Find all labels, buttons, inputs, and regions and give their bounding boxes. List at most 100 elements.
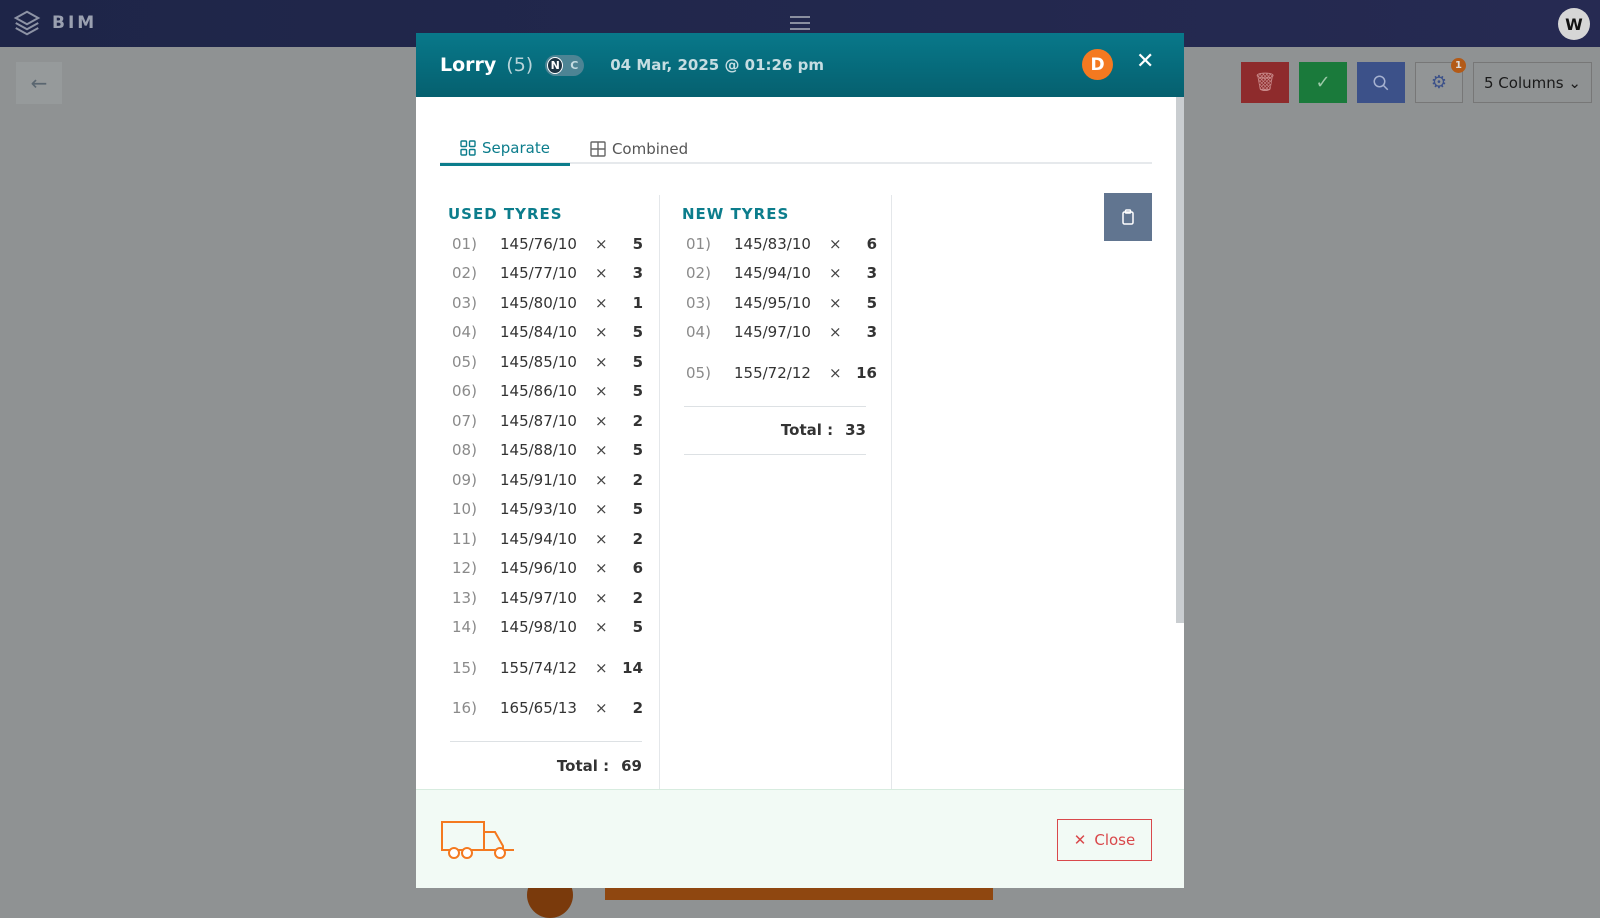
tab-label: Separate — [482, 139, 550, 157]
multiply-icon: × — [829, 363, 842, 382]
section-heading: NEW TYRES — [682, 205, 790, 223]
multiply-icon: × — [595, 352, 608, 371]
multiply-icon: × — [595, 264, 608, 283]
close-button[interactable]: ✕ Close — [1057, 819, 1152, 861]
columns-label: 5 Columns — [1484, 73, 1564, 92]
tyre-qty: 14 — [622, 658, 643, 677]
modal-header: Lorry (5) N C 04 Mar, 2025 @ 01:26 pm D … — [416, 33, 1184, 97]
x-icon: ✕ — [1073, 831, 1087, 849]
tyre-size: 145/86/10 — [500, 382, 577, 401]
back-button[interactable]: ← — [16, 62, 62, 104]
tyre-row: 05) 145/85/10 × 5 — [448, 347, 659, 377]
multiply-icon: × — [595, 293, 608, 312]
tyre-qty: 5 — [632, 323, 643, 342]
tyre-row: 03) 145/80/10 × 1 — [448, 288, 659, 318]
tyre-size: 145/87/10 — [500, 411, 577, 430]
tab-label: Combined — [611, 139, 689, 158]
tyre-row: 11) 145/94/10 × 2 — [448, 524, 659, 554]
total-value: 33 — [845, 421, 866, 439]
tyre-size: 165/65/13 — [500, 699, 577, 718]
logo[interactable]: BIM — [12, 8, 97, 38]
tyre-qty: 5 — [632, 234, 643, 253]
tyre-row: 10) 145/93/10 × 5 — [448, 495, 659, 525]
tyre-qty: 5 — [632, 618, 643, 637]
toggle-c: C — [570, 58, 579, 72]
multiply-icon: × — [595, 699, 608, 718]
tyre-size: 145/93/10 — [500, 500, 577, 519]
tyre-row: 01) 145/83/10 × 6 — [660, 229, 891, 259]
tyre-row: 15) 155/74/12 × 14 — [448, 653, 659, 683]
row-number: 13) — [452, 588, 477, 607]
chevron-down-icon: ⌄ — [1568, 73, 1581, 92]
tyre-qty: 16 — [856, 363, 877, 382]
modal-title: Lorry — [440, 54, 497, 76]
multiply-icon: × — [595, 234, 608, 253]
row-number: 05) — [452, 352, 477, 371]
row-number: 02) — [452, 264, 477, 283]
row-number: 03) — [686, 293, 711, 312]
row-number: 09) — [452, 470, 477, 489]
close-label: Close — [1094, 831, 1136, 849]
user-avatar[interactable]: W — [1558, 8, 1590, 40]
tyre-row: 13) 145/97/10 × 2 — [448, 583, 659, 613]
delete-button[interactable]: 🗑 — [1241, 62, 1289, 103]
tyre-size: 145/97/10 — [734, 323, 811, 342]
tyre-qty: 2 — [632, 411, 643, 430]
tyre-size: 145/94/10 — [500, 529, 577, 548]
logo-text: BIM — [52, 13, 98, 33]
nc-toggle[interactable]: N C — [545, 54, 585, 76]
tyre-row: 02) 145/77/10 × 3 — [448, 259, 659, 289]
grid-icon — [460, 140, 476, 156]
row-number: 10) — [452, 500, 477, 519]
tyre-size: 155/72/12 — [734, 363, 811, 382]
tyre-row: 09) 145/91/10 × 2 — [448, 465, 659, 495]
modal-date: 04 Mar, 2025 @ 01:26 pm — [610, 56, 825, 74]
tyre-row: 05) 155/72/12 × 16 — [660, 358, 891, 388]
tyre-qty: 5 — [632, 441, 643, 460]
gear-icon: ⚙ — [1430, 72, 1448, 93]
multiply-icon: × — [829, 293, 842, 312]
tyre-size: 145/94/10 — [734, 264, 811, 283]
row-number: 04) — [686, 323, 711, 342]
tyre-qty: 5 — [866, 293, 877, 312]
columns-select[interactable]: 5 Columns ⌄ — [1473, 62, 1592, 103]
close-icon[interactable]: ✕ — [1136, 49, 1155, 74]
copy-button[interactable] — [1104, 193, 1152, 241]
tyre-size: 145/95/10 — [734, 293, 811, 312]
tyre-row: 03) 145/95/10 × 5 — [660, 288, 891, 318]
row-number: 01) — [686, 234, 711, 253]
view-tabs: Separate Combined — [440, 133, 1152, 166]
tyre-qty: 2 — [632, 529, 643, 548]
tyre-size: 145/96/10 — [500, 559, 577, 578]
tab-separate[interactable]: Separate — [440, 133, 570, 166]
arrow-left-icon: ← — [30, 71, 48, 95]
tyre-row: 08) 145/88/10 × 5 — [448, 436, 659, 466]
multiply-icon: × — [595, 323, 608, 342]
row-number: 06) — [452, 382, 477, 401]
tyre-qty: 2 — [632, 470, 643, 489]
tyre-qty: 1 — [632, 293, 643, 312]
tyre-size: 145/83/10 — [734, 234, 811, 253]
multiply-icon: × — [595, 559, 608, 578]
hamburger-menu-icon[interactable] — [790, 16, 810, 34]
tyre-size: 145/98/10 — [500, 618, 577, 637]
settings-badge: 1 — [1451, 58, 1466, 73]
tyre-row: 14) 145/98/10 × 5 — [448, 613, 659, 643]
multiply-icon: × — [595, 441, 608, 460]
row-number: 11) — [452, 529, 477, 548]
scrollbar[interactable] — [1176, 97, 1184, 623]
search-button[interactable] — [1357, 62, 1405, 103]
new-total: Total : 33 — [684, 405, 866, 455]
confirm-button[interactable]: ✓ — [1299, 62, 1347, 103]
multiply-icon: × — [595, 470, 608, 489]
section-heading: USED TYRES — [448, 205, 563, 223]
tyre-qty: 3 — [866, 264, 877, 283]
tab-combined[interactable]: Combined — [570, 133, 708, 164]
multiply-icon: × — [829, 264, 842, 283]
table-icon — [590, 140, 606, 157]
total-value: 69 — [621, 756, 642, 775]
row-number: 15) — [452, 658, 477, 677]
multiply-icon: × — [595, 382, 608, 401]
multiply-icon: × — [595, 529, 608, 548]
row-number: 12) — [452, 559, 477, 578]
